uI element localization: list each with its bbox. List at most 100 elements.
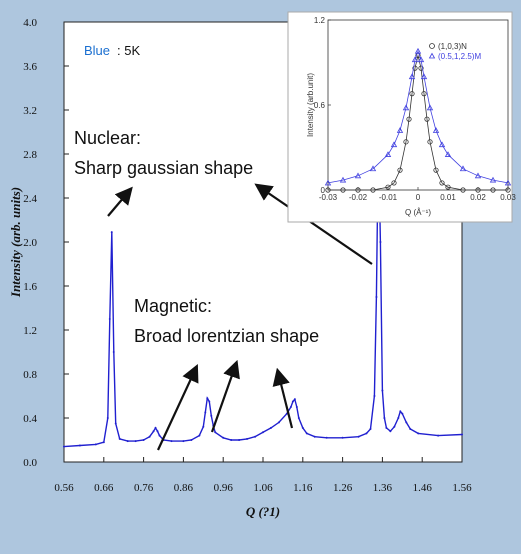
inset-point-magnetic	[402, 104, 410, 111]
inset-legend: (1,0,3)N (0.5,1,2.5)M	[428, 42, 481, 61]
data-point	[269, 426, 272, 429]
inset-plot-area	[327, 19, 509, 191]
inset-point-magnetic	[411, 56, 419, 63]
y-tick-label: 0.4	[23, 413, 37, 425]
data-point	[293, 398, 296, 401]
data-point	[289, 406, 292, 408]
inset-point-magnetic	[408, 73, 416, 80]
inset-y-tick-label: 1.2	[314, 16, 326, 25]
x-tick-label: 1.46	[413, 482, 433, 494]
data-point	[373, 395, 376, 397]
inset-point-magnetic	[384, 151, 392, 157]
y-tick-label: 2.8	[23, 149, 37, 161]
inset-point-magnetic	[459, 165, 467, 172]
inset-point-nuclear	[490, 187, 496, 193]
data-point	[381, 389, 384, 392]
inset-y-tick-label: 0	[321, 186, 326, 195]
data-point	[210, 414, 213, 417]
inset-point-magnetic	[369, 165, 377, 172]
inset-y-tick-label: 0.6	[314, 101, 326, 110]
data-point	[182, 440, 185, 443]
data-point	[152, 430, 155, 433]
x-tick-label: 1.06	[253, 482, 273, 494]
inset-point-nuclear	[424, 116, 430, 122]
data-point	[202, 425, 205, 428]
x-tick-label: 0.96	[214, 482, 234, 494]
x-tick-label: 1.56	[452, 482, 472, 494]
y-tick-label: 2.0	[23, 237, 37, 249]
data-point	[313, 435, 316, 438]
inset-point-nuclear	[418, 65, 424, 71]
nuclear-arrow-left	[107, 186, 133, 217]
inset-x-tick-label: -0.01	[379, 193, 398, 202]
inset-point-magnetic	[390, 141, 398, 148]
data-point	[262, 431, 264, 434]
magnetic-title: Magnetic:	[134, 296, 212, 316]
x-tick-label: 0.66	[94, 482, 114, 494]
inset-point-nuclear	[460, 187, 466, 193]
inset-x-tick-label: -0.02	[349, 193, 368, 202]
data-point	[409, 428, 412, 430]
data-point	[134, 440, 137, 443]
data-point	[158, 434, 161, 437]
inset-point-nuclear	[397, 167, 403, 173]
y-tick-label: 2.4	[23, 193, 37, 205]
data-point	[198, 434, 201, 437]
data-point	[214, 431, 217, 434]
y-tick-label: 0.0	[23, 457, 37, 469]
inset-point-nuclear	[403, 139, 409, 145]
inset-point-magnetic	[432, 127, 440, 133]
inset-point-nuclear	[385, 184, 391, 190]
inset-point-magnetic	[417, 56, 425, 63]
data-point	[291, 400, 294, 403]
inset-point-nuclear	[427, 139, 433, 145]
inset-y-axis-title: Intensity (arb.unit)	[306, 73, 315, 137]
inset-point-magnetic	[426, 104, 434, 111]
x-tick-label: 0.56	[54, 482, 74, 494]
y-tick-label: 1.6	[23, 281, 37, 293]
inset-axes: -0.03 -0.02 -0.01 0 0.01 0.02 0.03 0 0.6 1.2	[314, 16, 516, 202]
main-axes: 0.56 0.66 0.76 0.86 0.96 1.06 1.16 1.26 1.36 1.46…	[23, 17, 472, 494]
data-point	[461, 433, 463, 436]
inset-point-nuclear	[340, 187, 346, 193]
data-point	[110, 231, 113, 234]
nuclear-arrow-right	[254, 183, 373, 265]
inset-point-nuclear	[433, 167, 439, 173]
inset-point-nuclear	[355, 187, 361, 193]
inset-point-nuclear	[412, 65, 418, 71]
data-point	[385, 426, 388, 429]
magnetic-arrow-1	[157, 364, 199, 451]
inset-x-tick-label: 0.01	[440, 193, 456, 202]
data-point	[325, 436, 328, 439]
inset-point-magnetic	[339, 176, 347, 183]
inset-x-tick-label: 0.02	[470, 193, 486, 202]
data-point	[405, 421, 408, 424]
inset-point-magnetic	[396, 127, 404, 133]
inset-point-magnetic	[324, 179, 332, 186]
legend-marker-m	[428, 52, 436, 59]
inset-x-tick-label: 0	[416, 193, 421, 202]
data-point	[375, 296, 378, 298]
data-point	[297, 417, 300, 419]
inset-point-nuclear	[421, 91, 427, 97]
inset-point-nuclear	[505, 187, 511, 193]
data-point	[208, 400, 211, 403]
inset-point-nuclear	[409, 91, 415, 97]
data-point	[399, 410, 402, 413]
temperature-label: : 5K	[117, 43, 140, 58]
x-tick-label: 1.16	[293, 482, 313, 494]
data-point	[238, 439, 241, 441]
inset-point-magnetic	[414, 47, 422, 54]
x-tick-label: 0.86	[174, 482, 194, 494]
data-point	[437, 434, 440, 437]
blue-series-label: Blue	[84, 43, 110, 58]
inset-point-nuclear	[475, 187, 481, 193]
data-point	[126, 440, 129, 443]
inset-point-magnetic	[354, 172, 362, 179]
inset-point-magnetic	[474, 172, 482, 179]
data-point	[118, 437, 121, 440]
data-point	[341, 436, 344, 439]
inset-point-nuclear	[370, 187, 376, 193]
inset-point-nuclear	[406, 116, 412, 122]
data-point	[379, 241, 382, 243]
